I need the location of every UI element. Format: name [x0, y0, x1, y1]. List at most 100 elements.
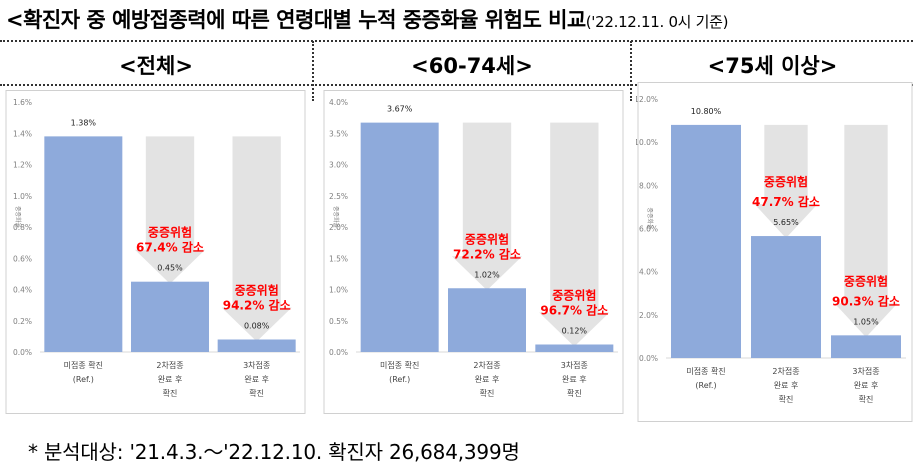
x-category-label: 완료 후 — [774, 381, 799, 390]
y-tick-label: 1.6% — [13, 98, 32, 107]
x-category-label: 확진 — [249, 388, 264, 398]
bar-value-label: 0.12% — [562, 327, 588, 336]
y-tick-label: 0.0% — [13, 348, 32, 357]
bar-value-label: 0.08% — [244, 322, 270, 331]
x-category-label: (Ref.) — [389, 375, 410, 384]
y-tick-label: 0.5% — [329, 317, 348, 326]
y-tick-label: 12.0% — [636, 95, 658, 104]
y-tick-label: 0.0% — [639, 354, 658, 363]
bar-value-label: 1.02% — [474, 270, 500, 279]
x-category-label: 3차접종 — [852, 366, 879, 376]
y-tick-label: 1.2% — [13, 161, 32, 170]
y-tick-label: 4.0% — [639, 268, 658, 277]
bar-value-label: 1.38% — [71, 118, 97, 127]
x-category-label: 미접종 확진 — [686, 366, 725, 376]
risk-reduction-label: 47.7% 감소 — [752, 194, 820, 209]
reduction-arrow — [539, 122, 610, 347]
y-tick-label: 6.0% — [639, 225, 658, 234]
chart-all-ages: 0.0% 0.2% 0.4% 0.6% 0.8% 1.0% 1.2% 1.4% 1.6% 중증화율… — [5, 90, 306, 414]
y-tick-label: 2.5% — [329, 192, 348, 201]
bar-value-label: 5.65% — [773, 218, 799, 227]
y-tick-label: 0.6% — [13, 254, 32, 263]
title-main: <확진자 중 예방접종력에 따른 연령대별 누적 중증화율 위험도 비교 — [6, 8, 586, 32]
bar — [360, 122, 439, 352]
risk-reduction-label: 중증위험 — [148, 225, 192, 240]
bar — [44, 136, 123, 352]
y-tick-label: 3.0% — [329, 161, 348, 170]
x-category-label: 완료 후 — [562, 375, 587, 384]
y-tick-label: 1.0% — [329, 286, 348, 295]
panel-title-75plus: <75세 이상> — [707, 54, 838, 78]
x-category-label: 확진 — [567, 388, 582, 398]
risk-reduction-label: 94.2% 감소 — [223, 298, 291, 313]
y-tick-label: 8.0% — [639, 181, 658, 190]
risk-reduction-label: 중증위험 — [844, 273, 888, 288]
divider-panel-2 — [630, 41, 632, 101]
x-category-label: 3차접종 — [243, 360, 270, 370]
bar-value-label: 1.05% — [853, 317, 879, 326]
x-category-label: 미접종 확진 — [380, 360, 419, 370]
risk-reduction-label: 중증위험 — [764, 174, 808, 189]
chart-60-74: 0.0% 0.5% 1.0% 1.5% 2.0% 2.5% 3.0% 3.5% 4.0% 중증화율… — [323, 90, 624, 414]
y-tick-label: 0.2% — [13, 317, 32, 326]
x-category-label: 완료 후 — [854, 381, 879, 390]
x-category-label: 완료 후 — [244, 375, 269, 384]
bar — [217, 339, 296, 352]
x-category-label: 확진 — [163, 388, 178, 398]
x-category-label: 2차접종 — [772, 366, 799, 376]
bar — [751, 236, 821, 358]
divider-top — [0, 40, 913, 42]
y-tick-label: 0.8% — [13, 223, 32, 232]
divider-header — [0, 84, 913, 86]
y-tick-label: 2.0% — [639, 311, 658, 320]
x-category-label: 2차접종 — [156, 360, 183, 370]
bar-value-label: 10.80% — [691, 107, 722, 116]
reduction-arrow — [451, 122, 523, 291]
bar-value-label: 3.67% — [387, 105, 413, 114]
y-axis-label: 중증화율 — [14, 206, 21, 229]
panel-title-all: <전체> — [119, 54, 193, 78]
footnote: * 분석대상: '21.4.3.～'22.12.10. 확진자 26,684,3… — [28, 440, 520, 464]
y-tick-label: 4.0% — [329, 98, 348, 107]
reduction-arrow — [834, 124, 898, 338]
divider-panel-1 — [312, 41, 314, 101]
y-tick-label: 1.0% — [13, 192, 32, 201]
bar — [671, 124, 741, 359]
y-tick-label: 0.0% — [329, 348, 348, 357]
y-axis-label: 중증화율 — [646, 207, 653, 230]
y-tick-label: 1.4% — [13, 129, 32, 138]
y-tick-label: 1.5% — [329, 254, 348, 263]
bar-value-label: 0.45% — [157, 264, 183, 273]
bar — [831, 335, 901, 358]
x-category-label: 3차접종 — [561, 360, 588, 370]
x-category-label: 완료 후 — [158, 375, 183, 384]
risk-reduction-label: 중증위험 — [235, 283, 279, 298]
x-category-label: (Ref.) — [695, 381, 716, 390]
bar — [448, 288, 526, 352]
risk-reduction-label: 중증위험 — [465, 231, 509, 246]
reduction-arrow — [134, 136, 206, 284]
reduction-arrow — [754, 124, 818, 239]
x-category-label: (Ref.) — [73, 375, 94, 384]
y-tick-label: 2.0% — [329, 223, 348, 232]
x-category-label: 완료 후 — [475, 375, 500, 384]
y-axis-label: 중증화율 — [332, 206, 339, 229]
reduction-arrow — [221, 136, 292, 342]
bar — [535, 344, 614, 352]
y-tick-label: 10.0% — [636, 138, 658, 147]
y-tick-label: 3.5% — [329, 129, 348, 138]
title-date: ('22.12.11. 0시 기준) — [585, 13, 729, 31]
x-category-label: 확진 — [779, 394, 794, 404]
x-category-label: 2차접종 — [473, 360, 500, 370]
x-category-label: 확진 — [480, 388, 495, 398]
risk-reduction-label: 67.4% 감소 — [136, 240, 204, 255]
risk-reduction-label: 중증위험 — [552, 288, 596, 303]
panel-title-60-74: <60-74세> — [411, 54, 533, 78]
x-category-label: 확진 — [859, 394, 874, 404]
x-category-label: 미접종 확진 — [64, 360, 103, 370]
bar — [131, 281, 209, 352]
risk-reduction-label: 96.7% 감소 — [540, 303, 608, 318]
risk-reduction-label: 90.3% 감소 — [832, 293, 900, 308]
page-title: <확진자 중 예방접종력에 따른 연령대별 누적 중증화율 위험도 비교('22… — [6, 4, 913, 36]
chart-75plus: 0.0% 2.0% 4.0% 6.0% 8.0% 10.0% 12.0% 중증화율 10.80%… — [636, 82, 913, 422]
